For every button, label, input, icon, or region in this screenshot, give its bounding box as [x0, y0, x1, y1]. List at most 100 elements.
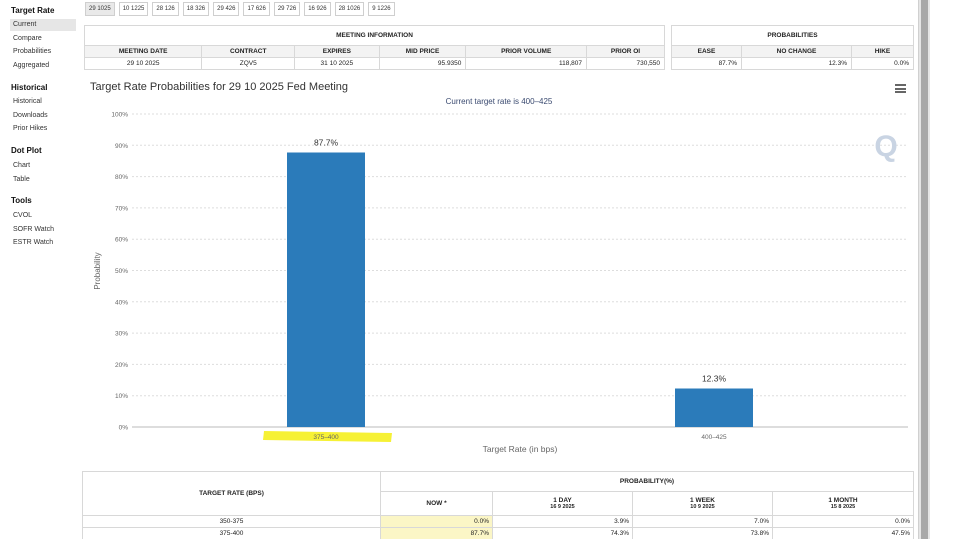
sidebar-section-tools: Tools	[11, 196, 32, 205]
sidebar-item-probabilities[interactable]: Probabilities	[13, 48, 52, 55]
y-tick-label: 80%	[115, 174, 128, 181]
probability-table: TARGET RATE (BPS) PROBABILITY(%) NOW * 1…	[82, 471, 914, 539]
column-header: 1 DAY 16 9 2025	[492, 491, 633, 516]
y-tick-label: 90%	[115, 143, 128, 150]
sidebar-item-sofr-watch[interactable]: SOFR Watch	[13, 226, 54, 233]
now-cell: 0.0%	[380, 515, 493, 528]
column-date: 10 9 2025	[690, 504, 715, 510]
x-tick-label: 400–425	[701, 434, 727, 441]
column-header: PRIOR VOLUME	[465, 45, 587, 58]
mid-price-value: 95.9350	[378, 57, 467, 70]
y-axis-label: Probability	[93, 252, 102, 289]
column-header: MID PRICE	[378, 45, 467, 58]
rate-cell: 350-375	[82, 515, 381, 528]
meeting-info-header: MEETING INFORMATION	[84, 25, 665, 46]
column-header: 1 WEEK 10 9 2025	[632, 491, 773, 516]
one-week-cell: 73.8%	[632, 527, 773, 539]
x-tick-label: 375–400	[313, 434, 339, 441]
scrollbar-thumb[interactable]	[921, 0, 928, 539]
y-tick-label: 30%	[115, 331, 128, 338]
column-label: 1 MONTH	[828, 497, 858, 504]
column-header: EASE	[671, 45, 742, 58]
bar[interactable]	[287, 152, 365, 427]
table-row: 350-375 0.0% 3.9% 7.0% 0.0%	[82, 515, 914, 528]
sidebar-section-dot-plot: Dot Plot	[11, 146, 42, 155]
y-tick-label: 10%	[115, 393, 128, 400]
sidebar-item-current[interactable]: Current	[10, 19, 76, 31]
sidebar-section-target-rate: Target Rate	[11, 6, 55, 15]
sidebar-section-historical: Historical	[11, 83, 48, 92]
sidebar-item-aggregated[interactable]: Aggregated	[13, 62, 50, 69]
probability-chart: 0% 10% 20% 30% 40% 50% 60% 70% 80% 90% 100% 87.7% 1…	[93, 112, 908, 454]
sidebar-item-estr-watch[interactable]: ESTR Watch	[13, 239, 54, 246]
prior-volume-value: 118,807	[465, 57, 587, 70]
sidebar: Target Rate Current Compare Probabilitie…	[0, 0, 80, 539]
y-tick-label: 20%	[115, 362, 128, 369]
watermark-logo: Q	[874, 130, 897, 163]
y-tick-label: 70%	[115, 205, 128, 212]
sidebar-item-chart[interactable]: Chart	[13, 162, 31, 169]
column-header: 1 MONTH 15 8 2025	[772, 491, 914, 516]
data-label: 87.7%	[314, 137, 339, 147]
meeting-date-value: 29 10 2025	[83, 57, 203, 70]
one-day-cell: 3.9%	[492, 515, 633, 528]
tab-meeting[interactable]: 28 126	[152, 2, 179, 16]
column-header: PRIOR OI	[586, 45, 665, 58]
data-label: 12.3%	[702, 374, 727, 384]
tab-meeting[interactable]: 16 926	[304, 2, 331, 16]
column-header: HIKE	[851, 45, 914, 58]
highlight-marker	[263, 431, 392, 442]
expires-value: 31 10 2025	[294, 57, 380, 70]
tab-meeting[interactable]: 28 1026	[334, 2, 365, 16]
bar[interactable]	[675, 388, 753, 427]
column-date: 16 9 2025	[550, 504, 575, 510]
sidebar-item-prior-hikes[interactable]: Prior Hikes	[13, 125, 48, 132]
sidebar-item-historical[interactable]: Historical	[13, 98, 42, 105]
one-week-cell: 7.0%	[632, 515, 773, 528]
sidebar-item-downloads[interactable]: Downloads	[13, 112, 48, 119]
tab-meeting[interactable]: 18 326	[182, 2, 210, 16]
y-tick-label: 50%	[115, 268, 128, 275]
sidebar-item-cvol[interactable]: CVOL	[13, 212, 33, 219]
chart-subtitle: Current target rate is 400–425	[445, 97, 553, 106]
probabilities-table: PROBABILITIES EASE NO CHANGE HIKE 87.7% …	[671, 25, 914, 70]
y-tick-label: 60%	[115, 237, 128, 244]
rate-cell: 375-400	[82, 527, 381, 539]
one-month-cell: 47.5%	[772, 527, 914, 539]
probability-group-header: PROBABILITY(%)	[380, 471, 914, 492]
column-date: 15 8 2025	[830, 504, 856, 510]
tab-meeting[interactable]: 29 726	[273, 2, 301, 16]
column-label: NOW *	[426, 500, 447, 507]
chart-panel: 0% 10% 20% 30% 40% 50% 60% 70% 80% 90% 100% 87.7% 1…	[84, 76, 914, 466]
page-scrollbar[interactable]	[918, 0, 930, 539]
table-row: 375-400 87.7% 74.3% 73.8% 47.5%	[82, 527, 914, 539]
one-day-cell: 74.3%	[492, 527, 633, 539]
column-label: 1 DAY	[553, 497, 572, 504]
contract-value: ZQV5	[201, 57, 296, 70]
y-tick-label: 0%	[119, 425, 129, 432]
hamburger-menu-icon[interactable]	[895, 84, 906, 93]
chart-title: Target Rate Probabilities for 29 10 2025…	[90, 81, 349, 93]
probabilities-header: PROBABILITIES	[671, 25, 914, 46]
meeting-info-table: MEETING INFORMATION MEETING DATE CONTRAC…	[83, 25, 665, 70]
prior-oi-value: 730,550	[586, 57, 665, 70]
tab-meeting[interactable]: 9 1226	[368, 2, 395, 16]
column-header: NO CHANGE	[741, 45, 852, 58]
tab-meeting[interactable]: 29 426	[213, 2, 240, 16]
now-cell: 87.7%	[380, 527, 493, 539]
x-axis-label: Target Rate (in bps)	[483, 444, 558, 454]
column-header: CONTRACT	[201, 45, 296, 58]
sidebar-item-compare[interactable]: Compare	[13, 35, 42, 42]
column-header: EXPIRES	[294, 45, 380, 58]
column-label: 1 WEEK	[690, 497, 715, 504]
tab-meeting[interactable]: 29 1025	[85, 2, 115, 16]
y-tick-label: 40%	[115, 299, 128, 306]
tab-meeting[interactable]: 17 626	[243, 2, 270, 16]
column-header: NOW *	[380, 491, 493, 516]
column-header: MEETING DATE	[83, 45, 203, 58]
tab-meeting[interactable]: 10 1225	[118, 2, 149, 16]
target-rate-header: TARGET RATE (BPS)	[82, 471, 381, 516]
meeting-tabs: 29 1025 10 1225 28 126 18 326 29 426 17 …	[85, 2, 399, 16]
no-change-value: 12.3%	[741, 57, 852, 70]
sidebar-item-table[interactable]: Table	[13, 176, 30, 183]
